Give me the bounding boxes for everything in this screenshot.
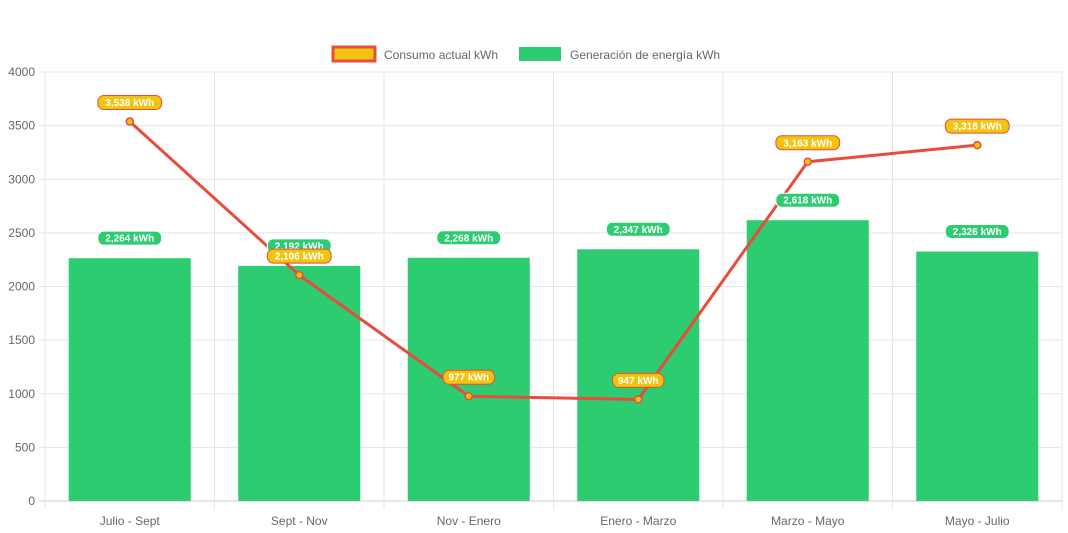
data-label-generacion-text: 2,268 kWh	[444, 233, 493, 244]
legend-swatch-consumo	[331, 45, 377, 63]
point-consumo[interactable]	[125, 117, 134, 126]
bar-generacion[interactable]	[68, 258, 191, 501]
data-label-generacion: 2,618 kWh	[775, 192, 841, 208]
data-label-generacion: 2,347 kWh	[605, 221, 671, 237]
data-label-consumo: 2,106 kWh	[266, 248, 332, 264]
data-label-generacion-bg	[605, 221, 671, 237]
x-tick-label: Julio - Sept	[100, 514, 161, 528]
data-label-generacion-text: 2,264 kWh	[105, 234, 154, 245]
data-label-consumo: 977 kWh	[442, 369, 495, 385]
x-tick-label: Enero - Marzo	[600, 514, 676, 528]
data-label-generacion-text: 2,192 kWh	[275, 241, 324, 252]
data-label-generacion: 2,268 kWh	[436, 230, 502, 246]
y-tick-label: 1500	[8, 333, 35, 347]
axes: 0 500 1000 1500 2000 2500 3000 3500 4000 Julio - …	[8, 65, 1010, 528]
data-label-consumo-bg	[442, 369, 495, 385]
data-label-generacion-text: 2,618 kWh	[783, 196, 832, 207]
data-label-generacion-bg	[944, 224, 1010, 240]
legend-label-generacion: Generación de energía kWh	[570, 48, 720, 62]
bar-generacion[interactable]	[238, 265, 361, 501]
data-label-consumo-text: 977 kWh	[448, 373, 489, 384]
legend-label-consumo: Consumo actual kWh	[384, 48, 498, 62]
data-label-consumo-text: 3,538 kWh	[105, 98, 154, 109]
x-tick-label: Nov - Enero	[437, 514, 501, 528]
grid	[39, 71, 1063, 509]
data-label-generacion: 2,264 kWh	[97, 230, 163, 246]
data-label-consumo: 947 kWh	[612, 372, 665, 388]
legend: Consumo actual kWh Generación de energía…	[331, 45, 720, 63]
data-label-consumo-text: 2,106 kWh	[275, 252, 324, 263]
y-tick-label: 0	[28, 494, 35, 508]
point-consumo[interactable]	[803, 157, 812, 167]
x-tick-label: Mayo - Julio	[945, 514, 1010, 528]
data-labels: 2,264 kWh 2,192 kWh 2,268 kWh 2,347 kWh 2,61…	[97, 95, 1010, 388]
y-tick-label: 3500	[8, 119, 35, 133]
x-tick-label: Marzo - Mayo	[771, 514, 845, 528]
x-tick-label: Sept - Nov	[271, 514, 328, 528]
data-label-consumo-bg	[97, 95, 163, 111]
bar-series	[68, 220, 1039, 502]
data-label-consumo: 3,538 kWh	[97, 95, 163, 111]
data-label-generacion-bg	[775, 192, 841, 208]
legend-swatch-generacion	[519, 47, 561, 61]
point-consumo[interactable]	[295, 270, 304, 280]
y-tick-label: 2000	[8, 280, 35, 294]
data-label-consumo: 3,318 kWh	[944, 118, 1010, 134]
data-label-generacion: 2,326 kWh	[944, 224, 1010, 240]
point-consumo[interactable]	[464, 391, 473, 401]
data-label-consumo-bg	[944, 118, 1010, 134]
legend-item-generacion[interactable]: Generación de energía kWh	[519, 47, 720, 62]
bar-generacion[interactable]	[746, 220, 869, 502]
data-label-consumo-bg	[775, 135, 841, 151]
y-tick-label: 4000	[8, 65, 35, 79]
y-tick-label: 2500	[8, 226, 35, 240]
y-tick-label: 500	[15, 440, 35, 454]
data-label-generacion-bg	[97, 230, 163, 246]
data-label-consumo-bg	[266, 248, 332, 264]
data-label-generacion-text: 2,326 kWh	[953, 227, 1002, 238]
point-consumo[interactable]	[973, 140, 982, 150]
data-label-consumo-text: 3,318 kWh	[953, 122, 1002, 133]
point-consumo[interactable]	[634, 395, 643, 404]
legend-item-consumo[interactable]: Consumo actual kWh	[331, 45, 498, 63]
bar-generacion[interactable]	[916, 251, 1039, 501]
data-label-consumo-bg	[612, 372, 665, 388]
y-tick-label: 3000	[8, 172, 35, 186]
data-label-generacion-bg	[436, 230, 502, 246]
data-label-consumo: 3,163 kWh	[775, 135, 841, 151]
data-label-consumo-text: 3,163 kWh	[783, 138, 832, 149]
data-label-consumo-text: 947 kWh	[618, 376, 659, 387]
y-tick-label: 1000	[8, 387, 35, 401]
data-label-generacion-text: 2,347 kWh	[614, 225, 663, 236]
